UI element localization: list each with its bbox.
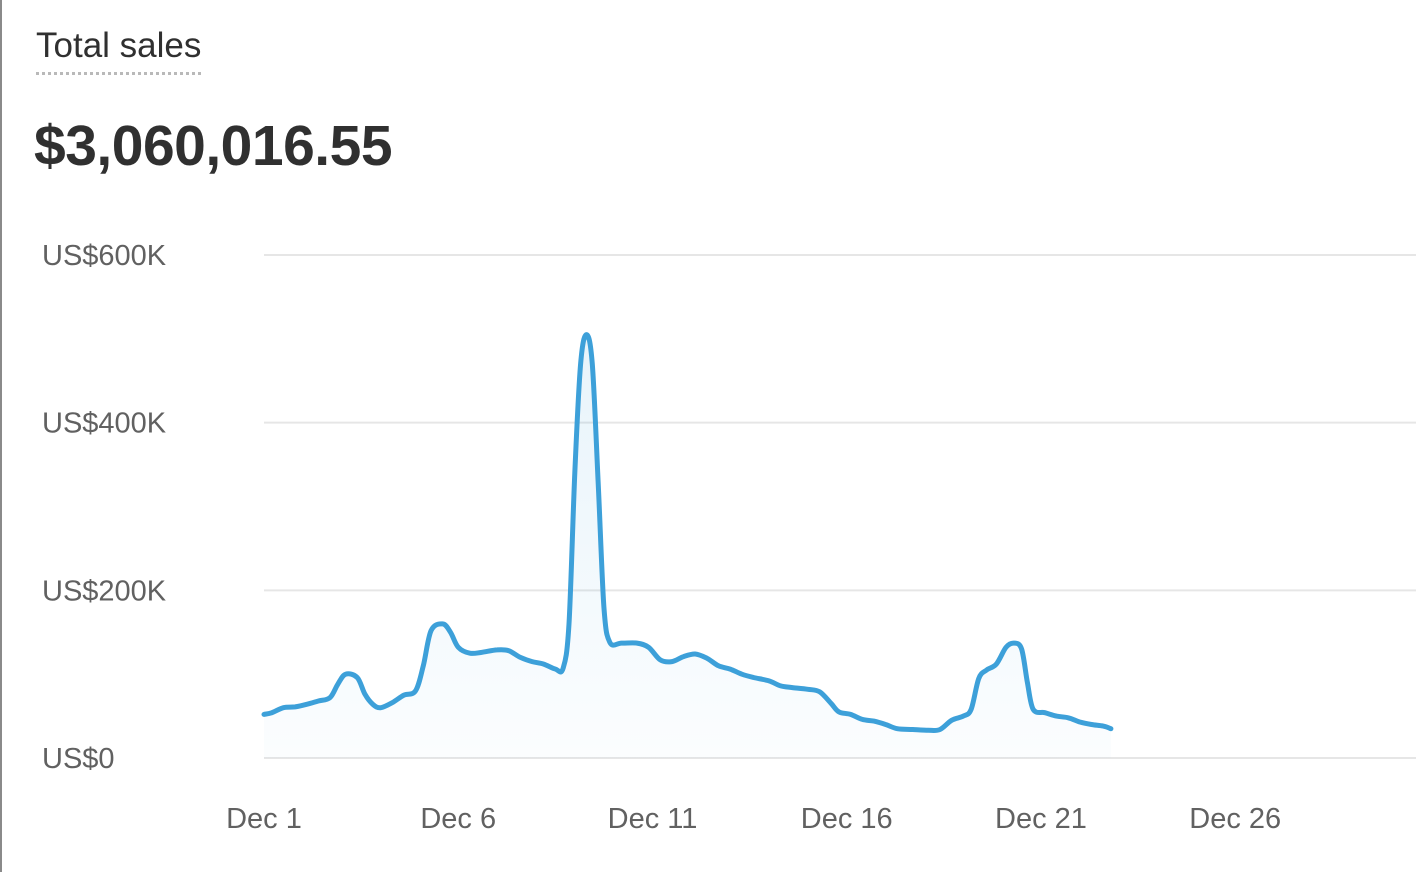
x-tick-label: Dec 21: [995, 803, 1087, 835]
y-tick-label: US$400K: [42, 408, 167, 440]
sales-series-line: [261, 332, 1114, 734]
sales-area-fill: [264, 334, 1111, 758]
x-tick-label: Dec 16: [801, 803, 893, 835]
y-tick-label: US$600K: [42, 240, 167, 272]
x-tick-label: Dec 6: [420, 803, 496, 835]
metric-value: $3,060,016.55: [34, 114, 393, 178]
x-tick-label: Dec 11: [608, 803, 698, 835]
x-tick-label: Dec 26: [1189, 803, 1281, 835]
y-tick-label: US$0: [42, 743, 115, 775]
metric-title[interactable]: Total sales: [36, 22, 202, 75]
x-tick-label: Dec 1: [226, 803, 302, 835]
y-tick-label: US$200K: [42, 575, 167, 607]
